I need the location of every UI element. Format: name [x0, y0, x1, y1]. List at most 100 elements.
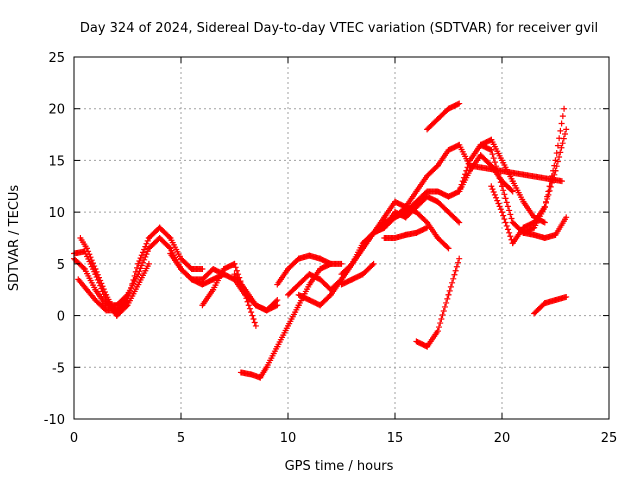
data-point: [231, 260, 238, 267]
data-point: [232, 264, 239, 271]
data-point: [99, 283, 106, 290]
data-point: [141, 256, 148, 263]
x-tick-label: 20: [494, 431, 511, 446]
data-point: [507, 211, 514, 218]
series-track-f: [199, 260, 259, 329]
y-tick-label: 5: [57, 258, 65, 273]
data-point: [501, 216, 508, 223]
y-tick-label: 25: [48, 51, 65, 66]
data-point: [424, 224, 431, 231]
data-point: [87, 254, 94, 261]
data-point: [456, 255, 463, 262]
series-track-p: [413, 255, 463, 350]
y-tick-label: 10: [48, 206, 65, 221]
axis-ticks: 0 5 10 15 20 25 -10 -5 0 5 10 15 20 25: [44, 51, 618, 446]
data-point: [244, 298, 251, 305]
data-point: [544, 195, 551, 202]
y-axis-label: SDTVAR / TECUs: [7, 185, 22, 292]
data-point: [94, 271, 101, 278]
data-point: [489, 186, 496, 193]
series-track-k: [295, 193, 463, 309]
data-point: [497, 179, 504, 186]
data-point: [80, 264, 87, 271]
data-point: [503, 222, 510, 229]
data-point: [455, 218, 462, 225]
series-track-d: [75, 276, 131, 314]
data-point: [546, 187, 553, 194]
series-track-n: [370, 203, 452, 252]
data-point: [563, 293, 570, 300]
data-point: [370, 260, 377, 267]
data-point: [553, 150, 560, 157]
data-point: [447, 283, 454, 290]
data-point: [554, 158, 561, 165]
data-point: [457, 185, 464, 192]
data-point: [248, 309, 255, 316]
data-point: [491, 191, 498, 198]
data-point: [455, 259, 462, 266]
data-point: [143, 251, 150, 258]
data-point: [446, 287, 453, 294]
data-point: [143, 240, 150, 247]
data-point: [488, 147, 495, 154]
data-point: [494, 197, 501, 204]
data-point: [138, 262, 145, 269]
data-point: [139, 249, 146, 256]
data-point: [142, 253, 149, 260]
data-point: [557, 149, 564, 156]
data-point: [545, 191, 552, 198]
data-point: [496, 203, 503, 210]
data-point: [145, 260, 152, 267]
series-track-o: [381, 224, 431, 241]
data-point: [437, 320, 444, 327]
series-track-h: [274, 252, 345, 288]
series-track-m: [338, 260, 377, 288]
data-point: [137, 265, 144, 272]
data-point: [500, 212, 507, 219]
data-point: [438, 316, 445, 323]
data-point: [98, 280, 105, 287]
data-point: [327, 260, 334, 267]
data-point: [444, 295, 451, 302]
data-point: [557, 127, 564, 134]
data-point: [556, 153, 563, 160]
data-point: [503, 199, 510, 206]
data-point: [490, 155, 497, 162]
data-point: [459, 178, 466, 185]
data-point: [245, 302, 252, 309]
data-point: [453, 263, 460, 270]
data-point: [100, 286, 107, 293]
data-point: [445, 291, 452, 298]
data-point: [508, 187, 515, 194]
data-point: [489, 151, 496, 158]
data-point: [250, 316, 257, 323]
data-point: [542, 199, 549, 206]
grid-layer: [74, 57, 609, 419]
data-point: [506, 229, 513, 236]
data-point: [136, 268, 143, 275]
x-tick-label: 5: [177, 431, 185, 446]
data-point: [488, 183, 495, 190]
data-point: [369, 262, 376, 269]
data-point: [135, 260, 142, 267]
data-point: [92, 266, 99, 273]
data-point: [445, 245, 452, 252]
data-point: [144, 237, 151, 244]
data-point: [456, 188, 463, 195]
data-point: [547, 183, 554, 190]
x-tick-label: 0: [70, 431, 78, 446]
data-point: [551, 171, 558, 178]
data-point: [493, 194, 500, 201]
data-point: [541, 219, 548, 226]
series-track-v: [531, 293, 570, 317]
data-point: [95, 274, 102, 281]
data-point: [89, 260, 96, 267]
data-point: [504, 203, 511, 210]
data-point: [246, 305, 253, 312]
data-point: [252, 322, 259, 329]
data-point: [249, 312, 256, 319]
data-point: [444, 244, 451, 251]
x-tick-label: 15: [387, 431, 404, 446]
data-point: [507, 233, 514, 240]
data-point: [435, 324, 442, 331]
